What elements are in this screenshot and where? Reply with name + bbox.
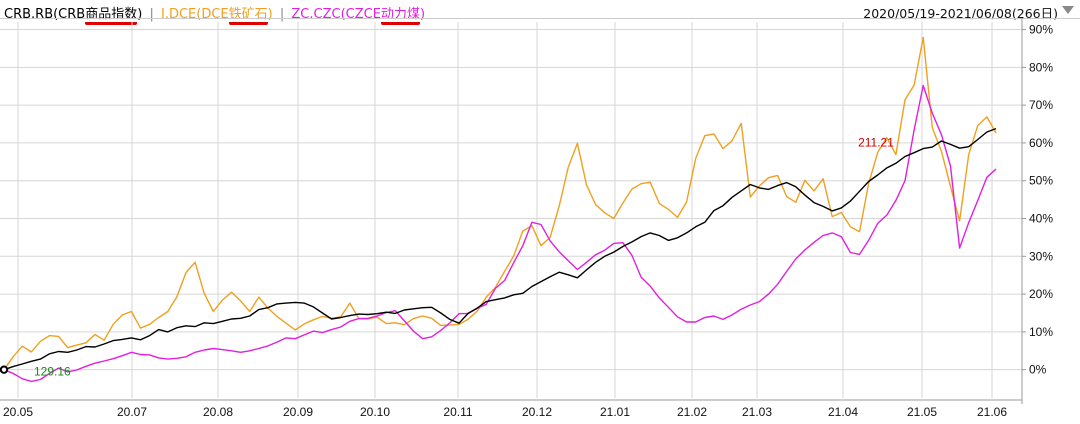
x-tick-label: 21.03 xyxy=(742,405,772,419)
x-tick-label: 20.07 xyxy=(117,405,147,419)
annotation-label: 129.16 xyxy=(34,365,71,379)
y-tick-label: 60% xyxy=(1029,136,1053,150)
series-line-2 xyxy=(3,84,997,383)
x-tick-label: 20.05 xyxy=(3,405,33,419)
x-tick-label: 21.04 xyxy=(828,405,858,419)
start-marker xyxy=(0,365,9,374)
dropdown-arrow-icon[interactable] xyxy=(1062,6,1074,14)
annotation-label: 211.21 xyxy=(858,136,894,150)
y-tick-label: 10% xyxy=(1029,325,1053,339)
legend-separator: | xyxy=(149,7,154,22)
x-tick-label: 20.09 xyxy=(283,405,313,419)
x-tick-label: 21.02 xyxy=(677,405,707,419)
y-tick-label: 40% xyxy=(1029,212,1053,226)
y-tick-label: 20% xyxy=(1029,287,1053,301)
x-tick-label: 20.11 xyxy=(443,405,472,419)
y-tick-label: 80% xyxy=(1029,60,1053,74)
date-range-label[interactable]: 2020/05/19-2021/06/08(266日) xyxy=(863,6,1058,21)
y-tick-label: 90% xyxy=(1029,23,1053,37)
series-line-0 xyxy=(3,127,997,371)
x-tick-label: 21.06 xyxy=(977,405,1007,419)
y-tick-label: 70% xyxy=(1029,98,1053,112)
y-tick-label: 30% xyxy=(1029,249,1053,263)
y-tick-label: 50% xyxy=(1029,174,1053,188)
x-tick-label: 20.10 xyxy=(360,405,390,419)
x-tick-label: 20.12 xyxy=(522,405,552,419)
legend-separator: | xyxy=(279,7,285,22)
y-tick-label: 0% xyxy=(1029,363,1047,377)
x-tick-label: 21.01 xyxy=(600,405,630,419)
x-tick-label: 20.08 xyxy=(203,405,233,419)
x-tick-label: 21.05 xyxy=(907,405,937,419)
top-rule xyxy=(0,18,1080,19)
